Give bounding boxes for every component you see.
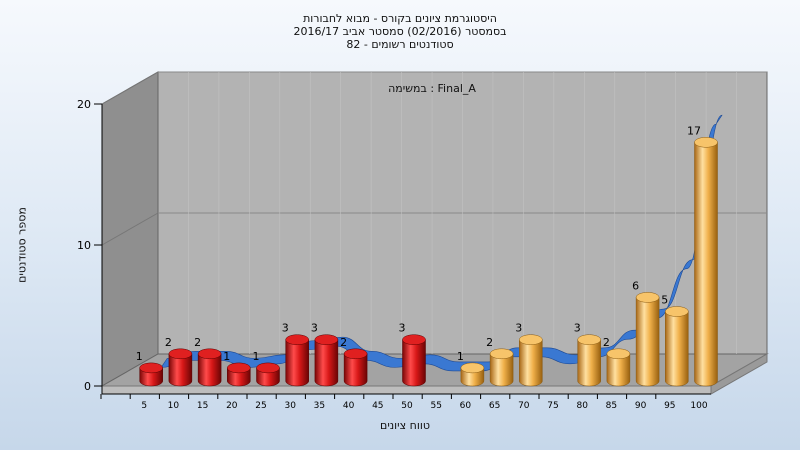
bar	[285, 334, 309, 387]
x-tick-label: 55	[430, 401, 441, 411]
x-tick-label: 45	[372, 401, 383, 411]
bar-body-fail	[402, 339, 426, 387]
bar-value-label: 1	[223, 350, 230, 363]
bar-body-fail	[285, 339, 309, 387]
bar-body-pass	[694, 142, 718, 387]
bar-body-pass	[606, 353, 631, 387]
bar-value-label: 3	[399, 322, 406, 335]
bar-value-label: 2	[340, 336, 347, 349]
y-tick-label: 20	[77, 98, 91, 111]
bar-top	[197, 348, 222, 360]
bar-top	[256, 362, 280, 374]
bar-top	[285, 334, 309, 345]
bar-value-label: 2	[603, 336, 610, 349]
bar-value-label: 5	[661, 294, 668, 307]
bar	[256, 362, 280, 387]
bar	[694, 137, 718, 387]
bar-body-pass	[665, 311, 689, 387]
bar-top	[635, 292, 660, 303]
x-tick-label: 40	[343, 401, 355, 411]
x-tick-label: 100	[690, 401, 707, 411]
bar-value-label: 2	[165, 336, 172, 349]
x-tick-label: 30	[284, 401, 296, 411]
chart-subtitle: בסמסטר (02/2016) סמסטר אביב 2016/17	[293, 25, 507, 38]
bar-top	[577, 334, 601, 345]
bar-value-label: 3	[574, 322, 581, 335]
x-tick-label: 90	[635, 401, 647, 411]
chart-annotation: במשימה : Final_A	[388, 82, 476, 95]
bar-value-label: 3	[311, 322, 318, 335]
floor-front-edge	[101, 385, 712, 395]
bar-top	[694, 137, 718, 148]
x-tick-label: 75	[547, 401, 558, 411]
gridline-side	[101, 212, 159, 246]
x-tick-label: 15	[197, 401, 208, 411]
bar	[577, 334, 601, 387]
bar	[139, 362, 163, 387]
bar-top	[168, 348, 193, 360]
x-tick-label: 65	[489, 401, 500, 411]
bar-top	[519, 334, 543, 345]
bar	[343, 348, 368, 387]
bar	[665, 306, 689, 387]
bar-top	[227, 362, 251, 374]
bar-body-pass	[635, 297, 660, 387]
bar	[635, 292, 660, 387]
x-tick-label: 35	[314, 401, 325, 411]
bar	[489, 348, 514, 387]
x-tick-label: 25	[255, 401, 266, 411]
bar	[402, 334, 426, 387]
bar-body-fail	[197, 353, 222, 387]
bar-value-label: 2	[486, 336, 493, 349]
gridline-side	[101, 71, 159, 105]
bar-value-label: 1	[136, 350, 143, 363]
bar	[227, 362, 251, 387]
x-axis-label: טווח ציונים	[380, 419, 430, 432]
bar	[168, 348, 193, 387]
x-tick-label: 80	[576, 401, 588, 411]
x-tick-label: 60	[460, 401, 472, 411]
chart-subtitle-students: סטודנטים רשומים - 82	[346, 38, 454, 51]
bar-value-label: 6	[632, 279, 639, 292]
bar-top	[665, 306, 689, 317]
bar	[460, 362, 485, 387]
bar	[197, 348, 222, 387]
bar-top	[460, 362, 485, 374]
x-tick-label: 85	[606, 401, 617, 411]
x-tick-label: 95	[664, 401, 675, 411]
bar	[519, 334, 543, 387]
bar-top	[314, 334, 339, 345]
bar	[314, 334, 339, 387]
bar-body-pass	[489, 353, 514, 387]
bar-top	[139, 362, 163, 374]
bar-value-label: 3	[282, 322, 289, 335]
x-tick-label: 50	[401, 401, 413, 411]
floor-right-edge	[710, 353, 768, 395]
bar-top	[606, 348, 631, 360]
bar-value-label: 1	[457, 350, 464, 363]
chart-title: היסטוגרמת ציונים בקורס - מבוא לחבורות	[303, 12, 497, 25]
bar-top	[402, 334, 426, 345]
x-tick-label: 5	[141, 401, 147, 411]
bar-value-label: 2	[194, 336, 201, 349]
x-tick-label: 70	[518, 401, 530, 411]
y-tick-label: 0	[84, 380, 91, 393]
x-tick-label: 20	[226, 401, 238, 411]
bar-top	[489, 348, 514, 360]
bar-value-label: 17	[687, 124, 701, 137]
bar-body-fail	[168, 353, 193, 387]
x-tick-label: 10	[168, 401, 180, 411]
y-tick-label: 10	[77, 239, 91, 252]
bar-body-pass	[577, 339, 601, 387]
bar-top	[343, 348, 368, 360]
bar-value-label: 3	[515, 322, 522, 335]
bar-body-fail	[343, 353, 368, 387]
bar-body-pass	[519, 339, 543, 387]
bar	[606, 348, 631, 387]
bar-value-label: 1	[253, 350, 260, 363]
bar-body-fail	[314, 339, 339, 387]
